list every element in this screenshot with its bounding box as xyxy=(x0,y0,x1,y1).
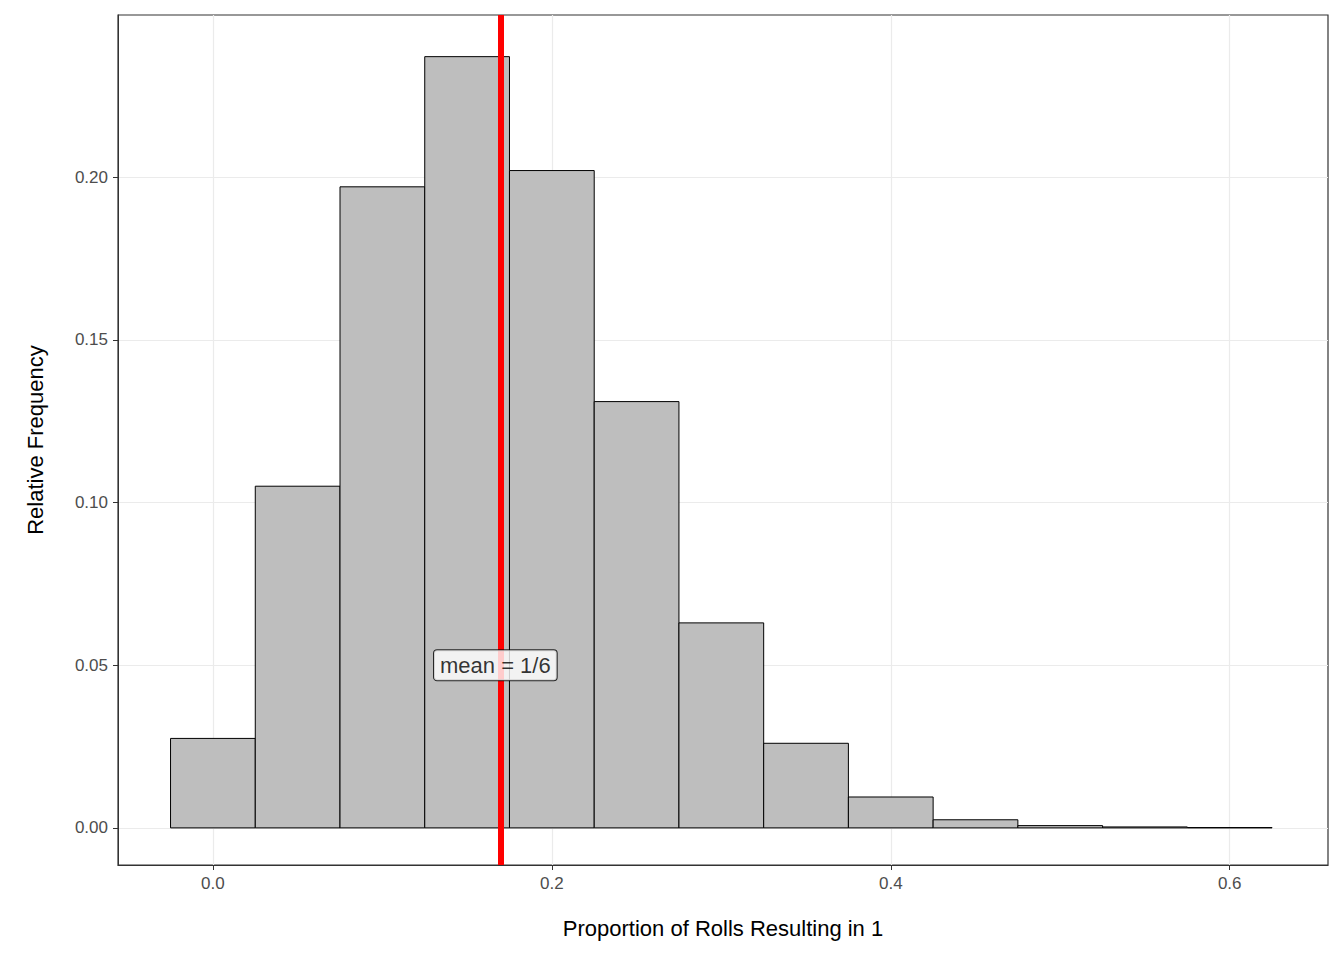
svg-text:0.15: 0.15 xyxy=(75,330,108,349)
svg-text:0.0: 0.0 xyxy=(201,874,225,893)
svg-text:0.4: 0.4 xyxy=(879,874,903,893)
svg-text:mean = 1/6: mean = 1/6 xyxy=(440,653,551,678)
svg-text:0.6: 0.6 xyxy=(1218,874,1242,893)
svg-text:0.2: 0.2 xyxy=(540,874,564,893)
svg-text:0.05: 0.05 xyxy=(75,656,108,675)
svg-text:0.20: 0.20 xyxy=(75,168,108,187)
svg-text:0.10: 0.10 xyxy=(75,493,108,512)
svg-text:Relative Frequency: Relative Frequency xyxy=(23,345,48,535)
svg-text:0.00: 0.00 xyxy=(75,818,108,837)
svg-text:Proportion of Rolls Resulting: Proportion of Rolls Resulting in 1 xyxy=(563,916,883,941)
